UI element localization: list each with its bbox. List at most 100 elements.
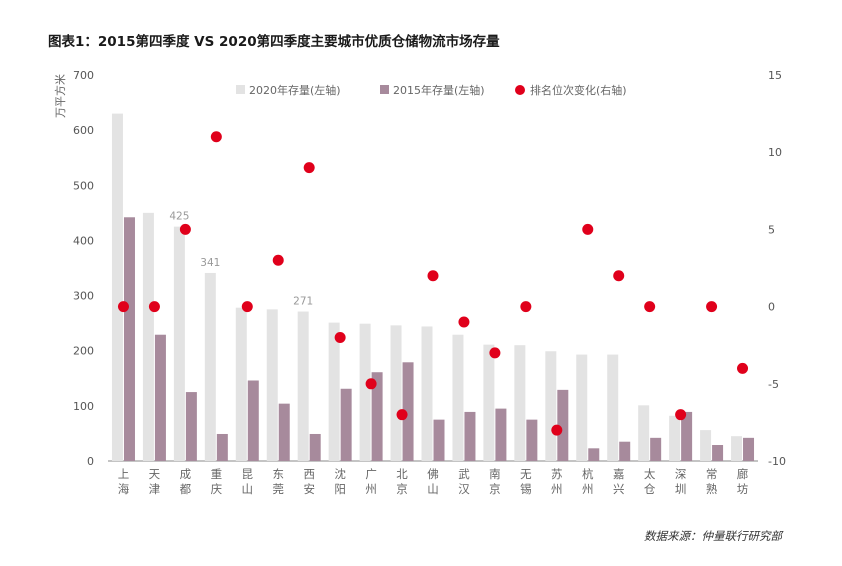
category-label: 东 — [272, 467, 284, 481]
legend: 2020年存量(左轴) 2015年存量(左轴) 排名位次变化(右轴) — [236, 83, 627, 97]
bar-2020 — [669, 415, 681, 461]
y-tick-left: 500 — [73, 179, 94, 192]
bar-2015 — [588, 448, 600, 461]
bar-2015 — [526, 419, 538, 461]
category-label: 深 — [675, 467, 687, 481]
rank-change-dot — [427, 270, 439, 282]
rank-change-dot — [551, 424, 563, 436]
bar-2020 — [452, 334, 464, 461]
y-tick-right: 5 — [768, 223, 775, 236]
rank-change-dot — [582, 223, 594, 235]
bar-2020 — [328, 322, 340, 461]
category-label: 武 — [458, 467, 470, 481]
category-label: 天 — [149, 467, 161, 481]
bar-2020 — [390, 325, 402, 461]
category-label: 南 — [489, 467, 501, 481]
y-tick-left: 200 — [73, 345, 94, 358]
bar-2015 — [340, 388, 352, 461]
bar-2020 — [204, 272, 216, 461]
category-label: 圳 — [675, 482, 687, 496]
category-label: 仓 — [644, 482, 656, 496]
bar-2020 — [483, 344, 495, 461]
bar-2020 — [142, 212, 154, 461]
legend-label-rank: 排名位次变化(右轴) — [530, 83, 627, 97]
category-label: 重 — [211, 467, 223, 481]
category-label: 沈 — [334, 467, 346, 481]
category-label: 西 — [303, 467, 315, 481]
bar-2015 — [557, 389, 569, 461]
bar-2020 — [514, 345, 526, 461]
legend-swatch-rank — [515, 85, 525, 95]
category-label: 海 — [118, 482, 130, 496]
category-label: 无 — [520, 467, 532, 481]
bar-2015 — [681, 411, 693, 461]
rank-change-dot — [365, 378, 377, 390]
y-tick-left: 600 — [73, 124, 94, 137]
bar-2015 — [619, 441, 631, 461]
bar-2015 — [309, 433, 321, 461]
bar-2020 — [421, 326, 433, 461]
bar-2015 — [464, 411, 476, 461]
category-label: 京 — [489, 482, 501, 496]
rank-change-dots-group — [117, 131, 749, 436]
bar-2015 — [650, 437, 662, 461]
bar-2020 — [731, 436, 743, 461]
data-label: 425 — [169, 211, 189, 223]
y-tick-right: 10 — [768, 146, 782, 159]
rank-change-dot — [644, 301, 656, 313]
category-label: 京 — [396, 482, 408, 496]
y-tick-right: -10 — [768, 455, 786, 468]
bar-2015 — [278, 403, 290, 461]
category-label: 北 — [396, 467, 408, 481]
data-label: 341 — [200, 257, 220, 269]
category-label: 广 — [365, 467, 377, 481]
bar-2020 — [359, 323, 371, 461]
category-label: 安 — [303, 482, 315, 496]
legend-label-2020: 2020年存量(左轴) — [249, 83, 341, 97]
category-label: 山 — [427, 482, 439, 496]
y-tick-left: 300 — [73, 290, 94, 303]
category-label: 上 — [118, 467, 130, 481]
category-label: 成 — [180, 467, 192, 481]
bar-2015 — [154, 334, 166, 461]
category-label: 太 — [644, 467, 656, 481]
y-tick-left: 400 — [73, 234, 94, 247]
category-label: 州 — [365, 482, 377, 496]
legend-swatch-2020 — [236, 85, 245, 94]
category-label: 苏 — [551, 467, 563, 481]
rank-change-dot — [675, 409, 687, 421]
rank-change-dot — [396, 409, 408, 421]
bar-2015 — [433, 419, 445, 461]
legend-label-2015: 2015年存量(左轴) — [393, 83, 485, 97]
bar-2020 — [173, 226, 185, 461]
y-axis-left: 0 100 200 300 400 500 600 700 — [73, 69, 94, 468]
category-label: 廊 — [737, 467, 749, 481]
rank-change-dot — [458, 316, 470, 328]
rank-change-dot — [489, 347, 501, 359]
rank-change-dot — [737, 362, 749, 374]
legend-swatch-2015 — [380, 85, 389, 94]
bar-2015 — [402, 362, 414, 461]
category-label: 州 — [551, 482, 563, 496]
bar-2020 — [700, 430, 712, 461]
y-axis-right: -10 -5 0 5 10 15 — [768, 69, 786, 468]
category-label: 坊 — [737, 482, 749, 496]
bar-2015 — [712, 445, 724, 461]
category-label: 汉 — [458, 482, 470, 496]
category-label: 莞 — [272, 482, 284, 496]
bar-2015 — [247, 380, 259, 461]
rank-change-dot — [706, 301, 718, 313]
bar-2020 — [266, 309, 278, 461]
bar-2015 — [123, 217, 135, 461]
bar-2020 — [545, 351, 557, 461]
category-labels-group: 上海天津成都重庆昆山东莞西安沈阳广州北京佛山武汉南京无锡苏州杭州嘉兴太仓深圳常熟… — [118, 467, 749, 496]
y-tick-left: 100 — [73, 400, 94, 413]
source-note: 数据来源：仲量联行研究部 — [644, 529, 782, 543]
bars-group — [111, 113, 755, 461]
rank-change-dot — [179, 223, 191, 235]
chart-title: 图表1：2015第四季度 VS 2020第四季度主要城市优质仓储物流市场存量 — [48, 34, 500, 50]
category-label: 阳 — [334, 482, 346, 496]
category-label: 常 — [706, 467, 718, 481]
rank-change-dot — [334, 331, 346, 343]
